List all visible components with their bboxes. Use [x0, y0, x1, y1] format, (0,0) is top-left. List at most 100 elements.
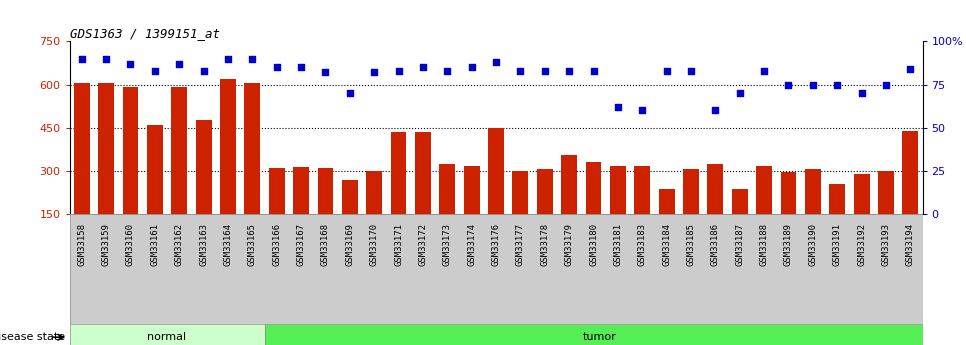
Bar — [707, 164, 724, 214]
Bar — [220, 79, 236, 214]
Text: GSM33193: GSM33193 — [881, 223, 891, 266]
Point — [756, 68, 772, 73]
Point — [147, 68, 162, 73]
Bar — [99, 82, 114, 214]
Bar — [635, 166, 650, 214]
Text: GSM33159: GSM33159 — [101, 223, 111, 266]
Bar — [196, 120, 212, 214]
Bar — [659, 189, 674, 214]
Point — [269, 65, 284, 70]
Point — [488, 59, 504, 65]
Text: GDS1363 / 1399151_at: GDS1363 / 1399151_at — [70, 27, 219, 40]
Bar — [537, 169, 553, 214]
Text: GSM33189: GSM33189 — [784, 223, 793, 266]
Bar — [756, 166, 772, 214]
Text: GSM33171: GSM33171 — [394, 223, 403, 266]
Bar — [147, 125, 162, 214]
Text: GSM33194: GSM33194 — [906, 223, 915, 266]
Text: disease state: disease state — [0, 332, 65, 342]
Bar — [390, 132, 407, 214]
Text: GSM33169: GSM33169 — [345, 223, 355, 266]
Bar — [561, 155, 577, 214]
Bar — [269, 168, 285, 214]
Text: GSM33162: GSM33162 — [175, 223, 184, 266]
Text: GSM33187: GSM33187 — [735, 223, 744, 266]
Point — [244, 56, 260, 61]
Text: GSM33168: GSM33168 — [321, 223, 330, 266]
Point — [440, 68, 455, 73]
Bar — [610, 166, 626, 214]
Bar — [318, 168, 333, 214]
Text: GSM33192: GSM33192 — [857, 223, 867, 266]
Bar — [781, 172, 796, 214]
Bar — [585, 162, 602, 214]
Text: GSM33191: GSM33191 — [833, 223, 841, 266]
Text: GSM33185: GSM33185 — [687, 223, 696, 266]
Text: GSM33186: GSM33186 — [711, 223, 720, 266]
Point — [683, 68, 698, 73]
Point — [611, 104, 626, 110]
Point — [196, 68, 212, 73]
Bar — [732, 189, 748, 214]
Point — [708, 108, 724, 113]
Bar — [415, 132, 431, 214]
Point — [830, 82, 845, 87]
Point — [537, 68, 553, 73]
Text: GSM33173: GSM33173 — [442, 223, 452, 266]
Text: GSM33190: GSM33190 — [809, 223, 817, 266]
Point — [220, 56, 236, 61]
Point — [732, 90, 748, 96]
Point — [902, 66, 918, 72]
Text: GSM33176: GSM33176 — [492, 223, 500, 266]
Bar — [464, 166, 479, 214]
Point — [659, 68, 674, 73]
Bar — [830, 184, 845, 214]
Bar — [244, 82, 260, 214]
Point — [74, 56, 90, 61]
Text: GSM33167: GSM33167 — [297, 223, 305, 266]
Text: GSM33170: GSM33170 — [370, 223, 379, 266]
Text: GSM33161: GSM33161 — [151, 223, 159, 266]
Text: GSM33174: GSM33174 — [468, 223, 476, 266]
Text: GSM33165: GSM33165 — [248, 223, 257, 266]
Bar — [342, 180, 357, 214]
Point — [585, 68, 601, 73]
Bar — [123, 87, 138, 214]
Text: GSM33178: GSM33178 — [540, 223, 550, 266]
Point — [415, 65, 431, 70]
Point — [294, 65, 309, 70]
Text: GSM33181: GSM33181 — [613, 223, 622, 266]
Bar — [73, 83, 90, 214]
Point — [464, 65, 479, 70]
Text: normal: normal — [148, 332, 186, 342]
Bar — [683, 169, 699, 214]
Bar — [902, 131, 919, 214]
Bar — [805, 169, 821, 214]
Point — [513, 68, 528, 73]
Text: GSM33180: GSM33180 — [589, 223, 598, 266]
Text: GSM33184: GSM33184 — [662, 223, 671, 266]
Text: GSM33163: GSM33163 — [199, 223, 208, 266]
Bar — [854, 174, 869, 214]
Point — [318, 70, 333, 75]
Point — [391, 68, 407, 73]
Bar — [878, 171, 894, 214]
Point — [342, 90, 357, 96]
Bar — [265, 324, 935, 345]
Bar — [293, 167, 309, 214]
Point — [99, 56, 114, 61]
Point — [561, 68, 577, 73]
Text: GSM33179: GSM33179 — [565, 223, 574, 266]
Bar — [366, 171, 383, 214]
Bar — [440, 165, 455, 214]
Point — [172, 61, 187, 67]
Text: GSM33166: GSM33166 — [272, 223, 281, 266]
Point — [854, 90, 869, 96]
Bar — [171, 87, 187, 214]
Text: GSM33164: GSM33164 — [223, 223, 233, 266]
Text: GSM33177: GSM33177 — [516, 223, 525, 266]
Text: GSM33183: GSM33183 — [638, 223, 647, 266]
Bar — [513, 171, 528, 214]
Text: tumor: tumor — [582, 332, 616, 342]
Point — [635, 108, 650, 113]
